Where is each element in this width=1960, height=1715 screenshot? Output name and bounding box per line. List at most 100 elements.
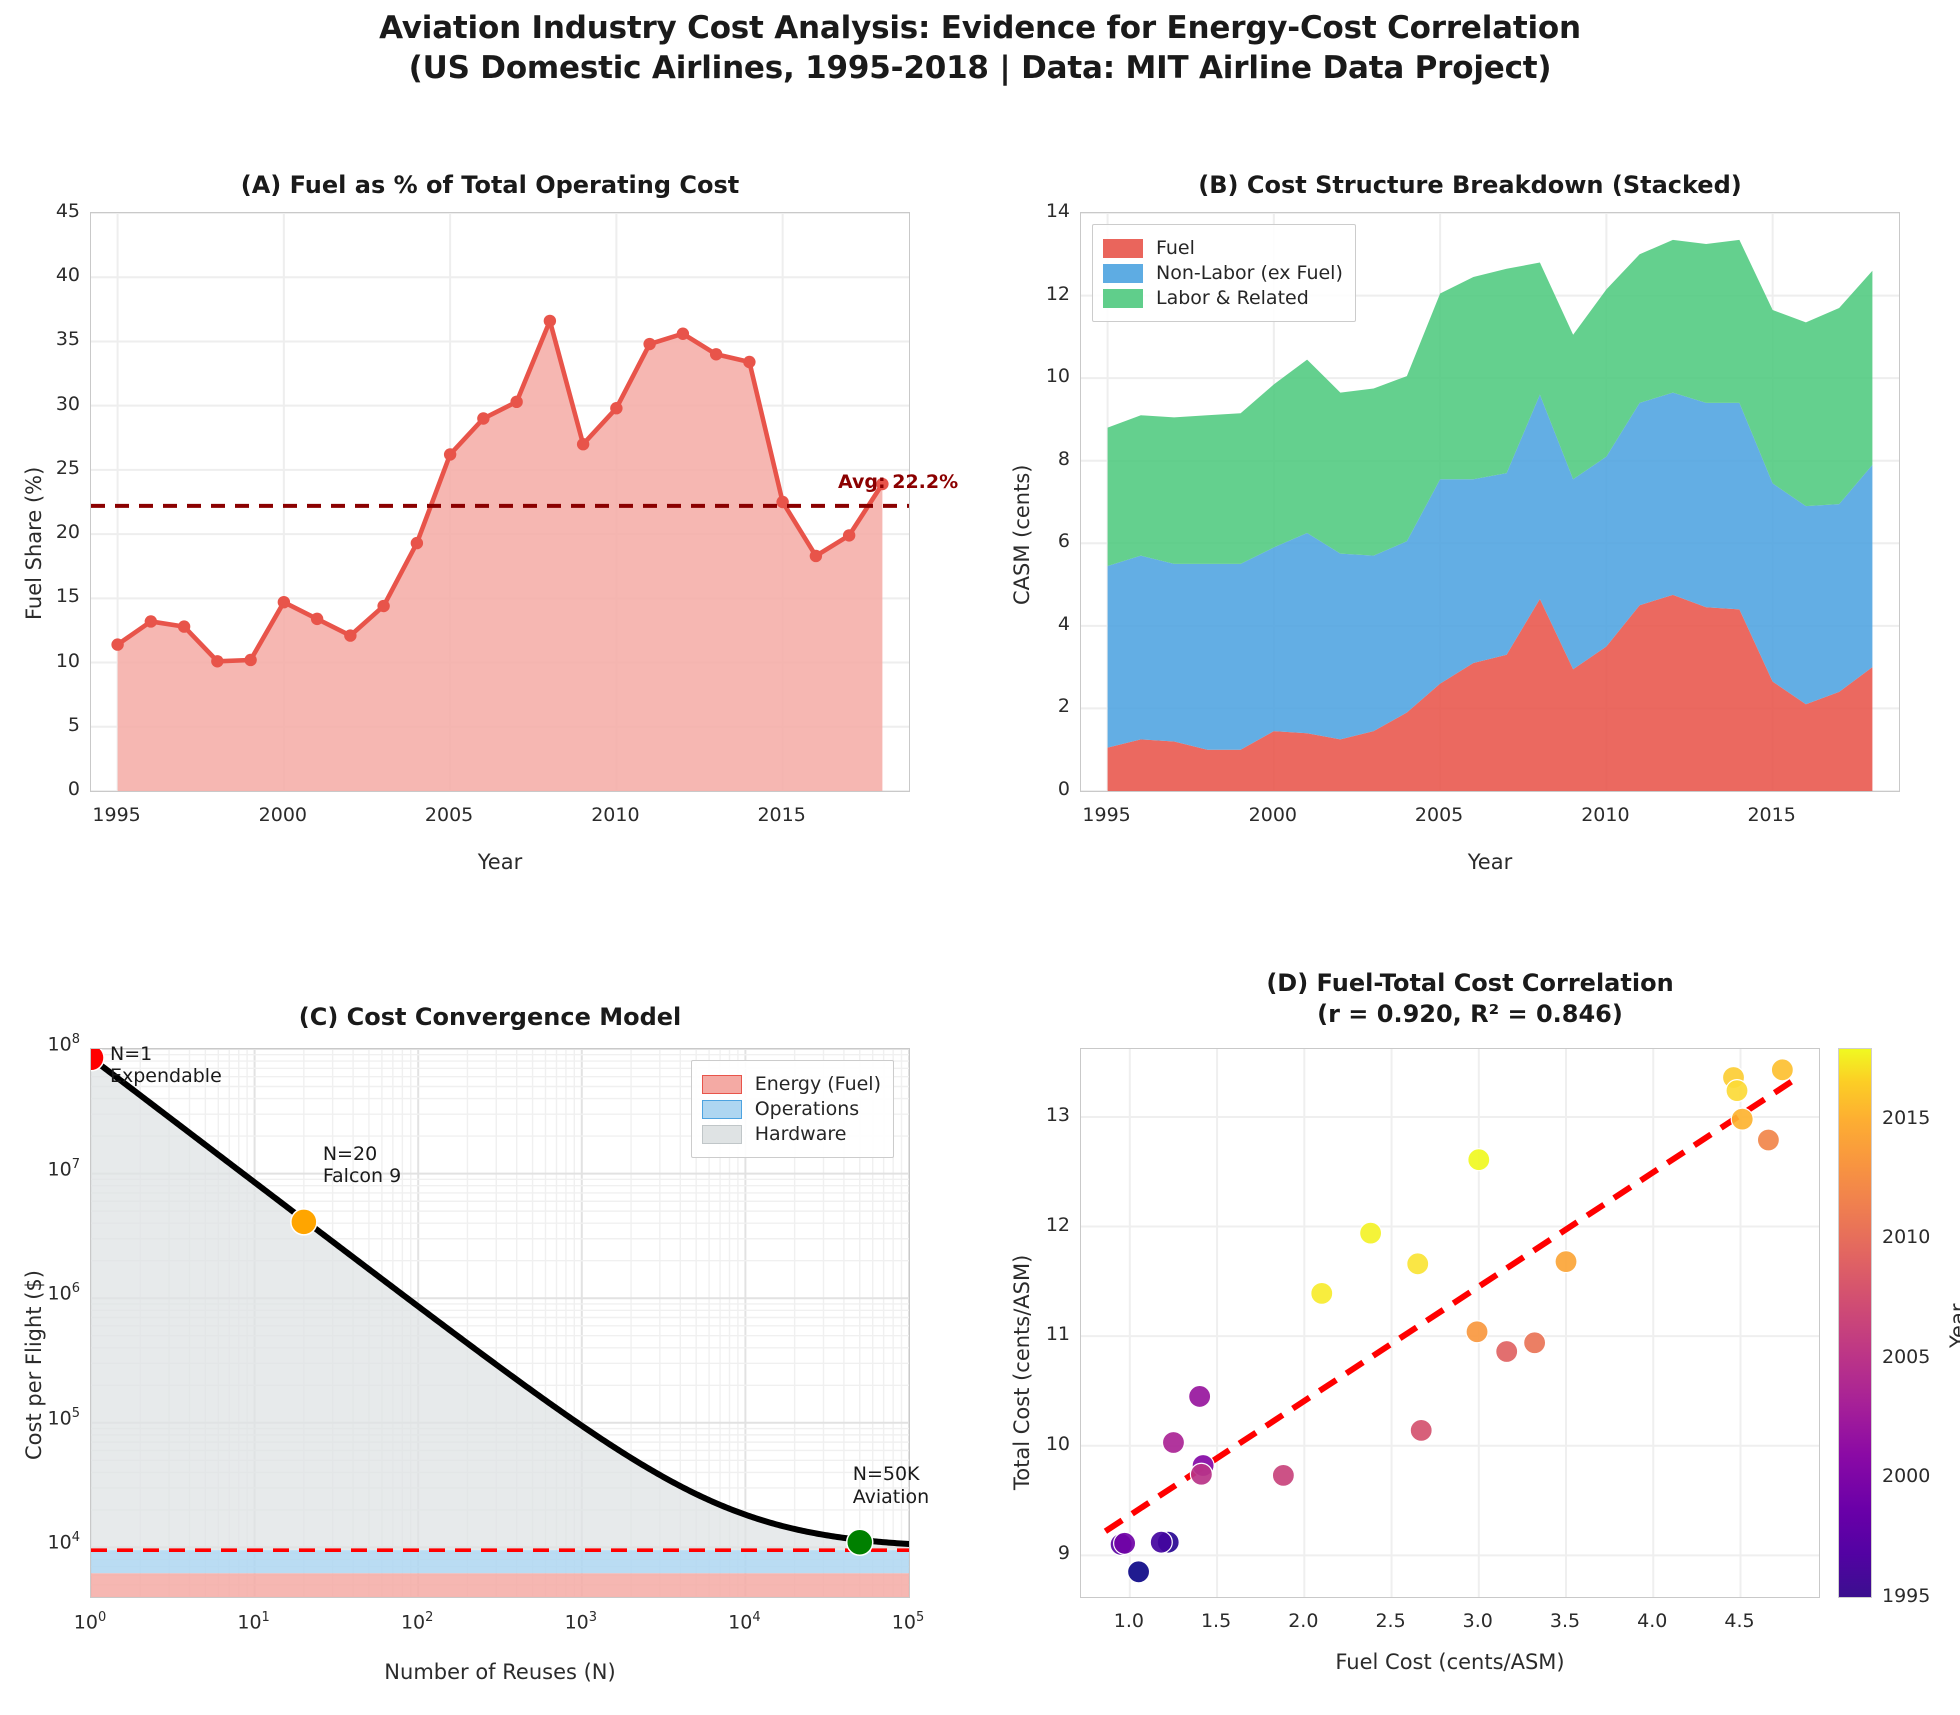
panel-d-scatter-point	[1409, 1418, 1433, 1443]
panel-b-ytick: 2	[1057, 695, 1070, 718]
panel-c-marker-annotation: N=20 Falcon 9	[322, 1142, 402, 1188]
panel-d-scatter-point	[1730, 1107, 1754, 1131]
panel-d-colorbar: 1995 2000 2005 2010 2015 Year	[1838, 1048, 1960, 1607]
panel-b-ytick: 14	[1045, 200, 1070, 222]
panel-d-scatter-point	[1271, 1463, 1295, 1487]
panel-b-ytick: 0	[1057, 778, 1070, 800]
panel-a-marker	[277, 595, 291, 609]
panel-a-xtick: 2010	[591, 804, 640, 826]
suptitle-line-2: (US Domestic Airlines, 1995-2018 | Data:…	[408, 50, 1552, 87]
panel-a-marker	[111, 638, 124, 651]
panel-b-axes	[1080, 212, 1900, 792]
panel-d-scatter-point	[1310, 1281, 1334, 1306]
panel-c-xtick: 103	[564, 1610, 598, 1634]
panel-c-title: (C) Cost Convergence Model	[298, 1003, 682, 1031]
panel-d-scatter-point	[1149, 1530, 1173, 1554]
suptitle-line-1: Aviation Industry Cost Analysis: Evidenc…	[379, 10, 1581, 46]
panel-d-scatter-point	[1359, 1221, 1383, 1245]
panel-d-scatter-point	[1406, 1252, 1430, 1276]
panel-a-xtick: 1995	[92, 804, 141, 826]
panel-c-ytick: 108	[47, 1032, 80, 1056]
panel-b-legend-label: Non-Labor (ex Fuel)	[1156, 262, 1343, 284]
colorbar-gradient	[1838, 1048, 1872, 1598]
panel-d-xtick: 3.0	[1462, 1610, 1493, 1632]
panel-b-ytick: 8	[1057, 447, 1070, 470]
panel-a-ytick: 15	[55, 585, 80, 608]
panel-c-legend-label: Hardware	[754, 1123, 847, 1145]
panel-d: (D) Fuel-Total Cost Correlation (r = 0.9…	[980, 960, 1960, 1715]
panel-d-xtick: 4.0	[1637, 1610, 1668, 1632]
panel-a-marker	[643, 337, 656, 351]
panel-a-marker	[709, 348, 723, 361]
panel-b-legend-item: Non-Labor (ex Fuel)	[1103, 262, 1343, 284]
colorbar-tick: 2010	[1882, 1226, 1931, 1249]
colorbar-tick: 2015	[1882, 1106, 1931, 1129]
panel-a-xtick: 2000	[258, 804, 308, 826]
panel-a-marker	[842, 529, 856, 542]
panel-d-ytick: 10	[1045, 1432, 1070, 1455]
panel-d-scatter-point	[1756, 1128, 1781, 1152]
panel-b-stack-area	[1107, 392, 1873, 750]
panel-c-legend-item: Energy (Fuel)	[701, 1073, 881, 1095]
panel-d-ytick: 12	[1045, 1213, 1070, 1236]
panel-a-xlabel: Year	[477, 850, 523, 874]
panel-c-marker-annotation: N=50K Aviation	[852, 1463, 930, 1508]
panel-b-stack-area	[1107, 239, 1873, 566]
panel-d-scatter-point	[1523, 1331, 1547, 1355]
panel-d-scatter-point	[1126, 1560, 1151, 1584]
panel-a-marker	[443, 448, 457, 461]
panel-d-xtick: 2.0	[1288, 1610, 1319, 1632]
panel-b-ytick: 6	[1057, 530, 1070, 553]
panel-a-marker	[510, 395, 523, 409]
panel-d-scatter-point	[1770, 1058, 1794, 1082]
panel-d-scatter-point	[1188, 1384, 1212, 1409]
panel-c-marker-n20	[290, 1208, 318, 1236]
panel-b-xlabel: Year	[1467, 850, 1513, 874]
panel-c-legend-label: Operations	[754, 1098, 860, 1120]
legend-swatch-icon	[701, 1124, 742, 1144]
panel-d-xtick: 2.5	[1375, 1610, 1406, 1632]
panel-c-xtick: 105	[891, 1610, 925, 1634]
panel-c-xtick: 102	[400, 1610, 434, 1634]
panel-c-legend-item: Operations	[701, 1098, 881, 1120]
panel-d-scatter-point	[1554, 1250, 1578, 1274]
panel-c-xtick: 101	[237, 1610, 270, 1634]
panel-d-scatter-point	[1465, 1320, 1489, 1344]
legend-swatch-icon	[701, 1074, 742, 1094]
panel-a-avg-annotation: Avg: 22.2%	[838, 470, 959, 493]
figure-suptitle: Aviation Industry Cost Analysis: Evidenc…	[0, 8, 1960, 89]
panel-b-legend: Fuel Non-Labor (ex Fuel) Labor & Related	[1092, 224, 1356, 322]
panel-d-xtick: 4.5	[1724, 1610, 1755, 1632]
panel-a-ytick: 25	[55, 456, 80, 479]
panel-c-ytick: 104	[47, 1530, 80, 1554]
panel-b-legend-item: Fuel	[1103, 237, 1343, 259]
panel-a-xtick: 2015	[757, 804, 806, 826]
legend-swatch-icon	[1103, 288, 1143, 308]
panel-d-title-line-2: (r = 0.920, R² = 0.846)	[1317, 999, 1623, 1028]
panel-c-marker-annotation: N=1 Expendable	[110, 1042, 222, 1088]
panel-b-xtick: 2010	[1581, 804, 1630, 826]
panel-a-marker	[809, 549, 823, 563]
panel-d-scatter-point	[1725, 1079, 1749, 1103]
panel-c-marker-n1	[91, 1049, 105, 1072]
panel-b-stack-area	[1107, 594, 1873, 791]
panel-d-scatter-point	[1189, 1462, 1213, 1486]
panel-b-title: (B) Cost Structure Breakdown (Stacked)	[1198, 171, 1742, 199]
panel-b-xtick: 2005	[1414, 804, 1464, 826]
panel-b-plot	[1081, 213, 1899, 791]
panel-d-scatter-point	[1467, 1148, 1491, 1172]
panel-a-marker	[344, 629, 357, 642]
panel-c-ytick: 105	[47, 1405, 80, 1430]
panel-c-cost-curve	[91, 1054, 909, 1548]
panel-a-marker	[610, 402, 623, 415]
colorbar-tick: 2005	[1882, 1345, 1931, 1368]
panel-b-ytick: 10	[1045, 365, 1070, 388]
panel-a-marker	[676, 327, 690, 340]
panel-a-ytick: 40	[55, 264, 80, 287]
panel-c-hardware-band	[91, 1057, 909, 1551]
panel-c-ytick: 106	[47, 1281, 80, 1305]
panel-a-xtick: 2005	[424, 804, 474, 826]
panel-a-marker	[310, 612, 324, 626]
panel-c-ytick: 107	[47, 1156, 80, 1180]
